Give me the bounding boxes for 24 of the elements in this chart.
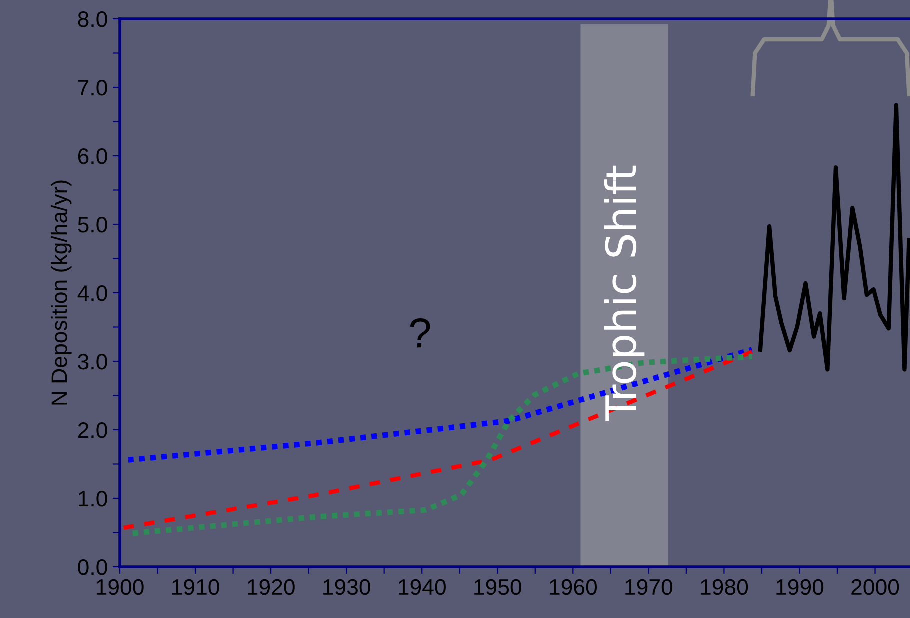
x-tick-label: 1910 bbox=[172, 579, 220, 596]
x-tick-label: 1930 bbox=[324, 579, 370, 596]
annotation: ? bbox=[410, 318, 430, 348]
y-tick-label: 0.0 bbox=[78, 560, 108, 576]
y-tick-label: 2.0 bbox=[78, 422, 108, 438]
x-tick-label: 1960 bbox=[550, 579, 598, 596]
y-tick-label: 6.0 bbox=[78, 148, 108, 164]
x-tick-label: 1950 bbox=[474, 579, 522, 596]
y-tick-label: 3.0 bbox=[78, 354, 108, 370]
y-tick-label: 1.0 bbox=[79, 491, 108, 507]
y-axis-title: N Deposition (kg/ha/yr) bbox=[51, 180, 72, 405]
line-series bbox=[758, 103, 910, 372]
x-tick-label: 1900 bbox=[96, 579, 144, 596]
y-tick-label: 5.0 bbox=[78, 217, 108, 233]
y-tick-label: 4.0 bbox=[78, 286, 108, 302]
x-tick-label: 2000 bbox=[852, 579, 900, 596]
x-tick-label: 1980 bbox=[701, 579, 748, 596]
x-tick-label: 1990 bbox=[776, 579, 824, 596]
x-tick-label: 1970 bbox=[626, 579, 673, 596]
band-label: Trophic Shift bbox=[604, 166, 645, 422]
y-tick-label: 7.0 bbox=[78, 80, 108, 96]
x-tick-label: 1920 bbox=[248, 579, 295, 596]
y-tick-label: 8.0 bbox=[78, 12, 108, 28]
x-tick-label: 1940 bbox=[399, 579, 446, 596]
